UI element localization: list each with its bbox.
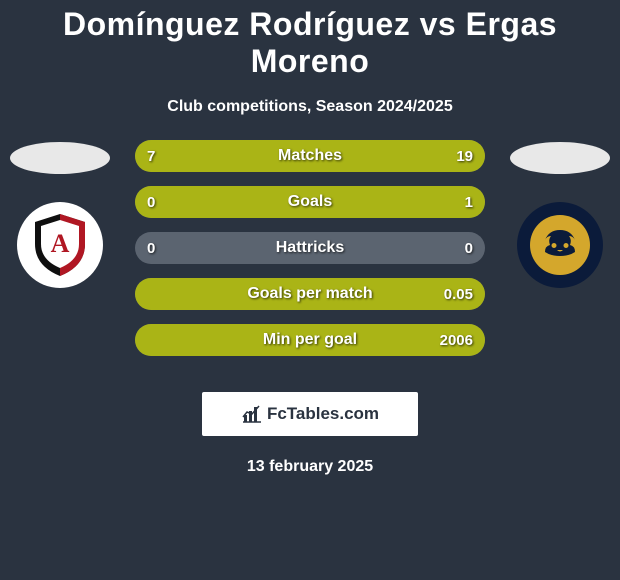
stat-row: 01Goals <box>135 186 485 218</box>
stat-row: 0.05Goals per match <box>135 278 485 310</box>
stat-label: Goals <box>135 186 485 218</box>
subtitle: Club competitions, Season 2024/2025 <box>0 98 620 116</box>
stat-label: Min per goal <box>135 324 485 356</box>
right-country-flag <box>510 142 610 174</box>
comparison-area: A 719Matches 01Goals 00Hattricks 0.05Goals … <box>0 140 620 370</box>
stat-row: 2006Min per goal <box>135 324 485 356</box>
date-line: 13 february 2025 <box>0 458 620 476</box>
left-club-badge: A <box>17 202 103 288</box>
left-player-column: A <box>0 140 120 288</box>
svg-text:A: A <box>51 229 70 258</box>
brand-text: FcTables.com <box>267 404 379 424</box>
right-player-column <box>500 140 620 288</box>
page-title: Domínguez Rodríguez vs Ergas Moreno <box>0 0 620 80</box>
stat-label: Hattricks <box>135 232 485 264</box>
shield-icon: A <box>25 210 95 280</box>
brand-box: FcTables.com <box>202 392 418 436</box>
stat-label: Matches <box>135 140 485 172</box>
stat-row: 719Matches <box>135 140 485 172</box>
bar-chart-icon <box>241 403 263 425</box>
puma-icon <box>525 210 595 280</box>
stat-label: Goals per match <box>135 278 485 310</box>
right-club-badge <box>517 202 603 288</box>
stat-row: 00Hattricks <box>135 232 485 264</box>
left-country-flag <box>10 142 110 174</box>
stats-bars: 719Matches 01Goals 00Hattricks 0.05Goals pe… <box>135 140 485 356</box>
